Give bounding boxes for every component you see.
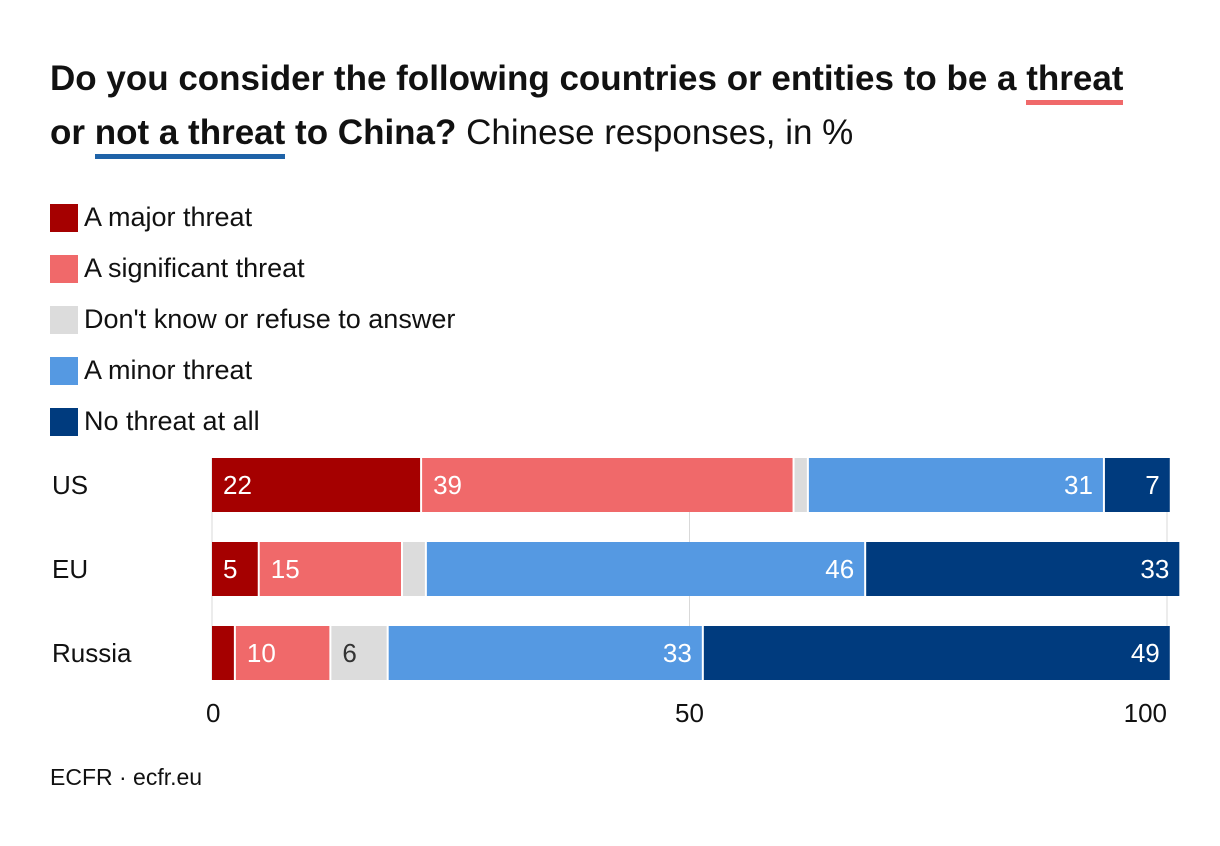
category-label-us: US bbox=[52, 470, 88, 500]
bar-russia-a-minor-threat bbox=[388, 626, 702, 680]
legend-item-significant: A significant threat bbox=[50, 243, 455, 294]
title-or: or bbox=[50, 113, 95, 152]
bar-us-a-minor-threat bbox=[808, 458, 1103, 512]
bar-russia-don-t-know-or-refuse-to-answer bbox=[331, 626, 387, 680]
bar-eu-a-major-threat bbox=[212, 542, 258, 596]
chart-subtitle: Chinese responses, in % bbox=[456, 113, 854, 152]
legend-item-no-threat: No threat at all bbox=[50, 396, 455, 447]
bar-us-a-significant-threat bbox=[422, 458, 793, 512]
data-label-eu-a-significant-threat: 15 bbox=[271, 554, 300, 584]
category-label-eu: EU bbox=[52, 554, 88, 584]
x-tick-label-50: 50 bbox=[675, 698, 704, 728]
legend-label-minor: A minor threat bbox=[84, 355, 253, 385]
bar-russia-a-major-threat bbox=[212, 626, 234, 680]
data-label-russia-a-significant-threat: 10 bbox=[247, 638, 276, 668]
legend: A major threat A significant threat Don'… bbox=[50, 192, 455, 447]
data-label-eu-no-threat-at-all: 33 bbox=[1140, 554, 1169, 584]
legend-label-no-threat: No threat at all bbox=[84, 406, 260, 436]
bar-eu-no-threat-at-all bbox=[866, 542, 1180, 596]
bar-eu-a-minor-threat bbox=[426, 542, 865, 596]
title-part1: Do you consider the following countries … bbox=[50, 59, 1027, 98]
title-part2: to China? bbox=[285, 113, 457, 152]
bar-us-don-t-know-or-refuse-to-answer bbox=[794, 458, 807, 512]
chart-title: Do you consider the following countries … bbox=[50, 52, 1190, 160]
legend-item-dont-know: Don't know or refuse to answer bbox=[50, 294, 455, 345]
legend-label-major: A major threat bbox=[84, 202, 253, 232]
source-credit: ECFR · ecfr.eu bbox=[50, 764, 203, 790]
title-not-a-threat: not a threat bbox=[94, 113, 286, 159]
bar-eu-a-significant-threat bbox=[259, 542, 401, 596]
data-label-russia-no-threat-at-all: 49 bbox=[1131, 638, 1160, 668]
data-label-us-a-minor-threat: 31 bbox=[1064, 470, 1093, 500]
data-label-us-a-significant-threat: 39 bbox=[433, 470, 462, 500]
category-label-russia: Russia bbox=[52, 638, 132, 668]
data-label-eu-a-minor-threat: 46 bbox=[825, 554, 854, 584]
legend-swatch-significant bbox=[50, 254, 78, 283]
legend-item-major: A major threat bbox=[50, 192, 455, 243]
legend-item-minor: A minor threat bbox=[50, 345, 455, 396]
legend-swatch-minor bbox=[50, 356, 78, 385]
bar-russia-a-significant-threat bbox=[235, 626, 330, 680]
legend-label-significant: A significant threat bbox=[84, 253, 305, 283]
data-label-us-a-major-threat: 22 bbox=[223, 470, 252, 500]
bar-eu-don-t-know-or-refuse-to-answer bbox=[403, 542, 425, 596]
data-label-us-no-threat-at-all: 7 bbox=[1145, 470, 1159, 500]
data-label-russia-don-t-know-or-refuse-to-answer: 6 bbox=[342, 638, 356, 668]
x-tick-label-100: 100 bbox=[1124, 698, 1167, 728]
bar-us-a-major-threat bbox=[212, 458, 421, 512]
data-label-russia-a-minor-threat: 33 bbox=[663, 638, 692, 668]
title-threat: threat bbox=[1026, 59, 1124, 105]
legend-swatch-major bbox=[50, 203, 78, 232]
x-tick-label-0: 0 bbox=[206, 698, 220, 728]
bar-russia-no-threat-at-all bbox=[703, 626, 1170, 680]
bar-us-no-threat-at-all bbox=[1104, 458, 1170, 512]
data-label-eu-a-major-threat: 5 bbox=[223, 554, 237, 584]
legend-swatch-no-threat bbox=[50, 407, 78, 436]
legend-swatch-dont-know bbox=[50, 305, 78, 334]
legend-label-dont-know: Don't know or refuse to answer bbox=[84, 304, 456, 334]
